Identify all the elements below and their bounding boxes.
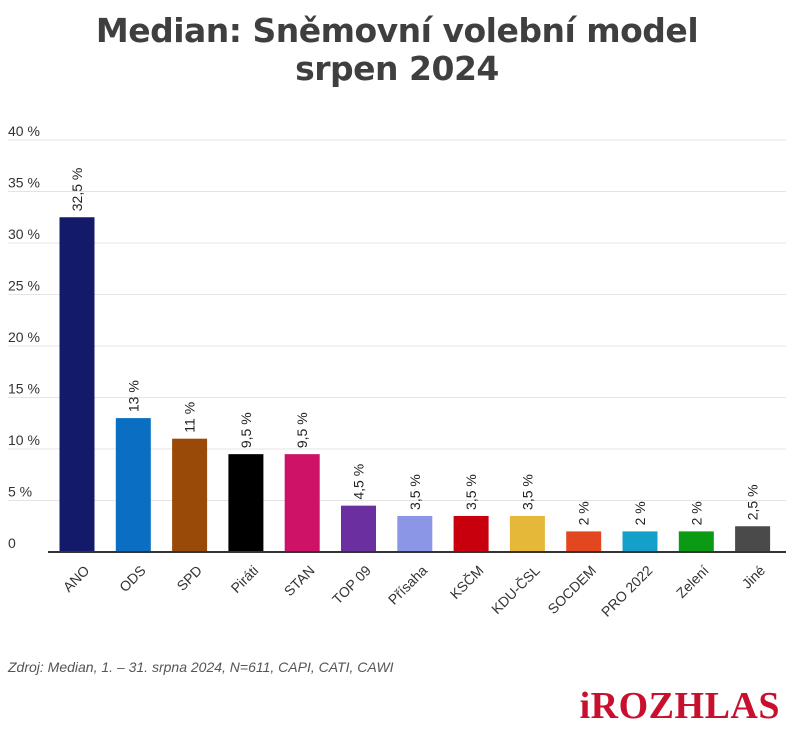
- y-tick-label: 25 %: [8, 278, 40, 294]
- x-tick-label: PRO 2022: [598, 562, 656, 620]
- y-tick-label: 0: [8, 535, 16, 551]
- y-tick-label: 40 %: [8, 123, 40, 139]
- data-label: 32,5 %: [69, 168, 85, 212]
- data-label: 11 %: [182, 402, 198, 433]
- bar: [172, 438, 208, 552]
- bar: [678, 531, 714, 552]
- bar: [228, 454, 264, 552]
- bar: [341, 505, 376, 552]
- x-tick-label: STAN: [281, 562, 318, 599]
- y-tick-label: 15 %: [8, 381, 40, 397]
- bar: [735, 526, 771, 552]
- y-tick-label: 10 %: [8, 432, 40, 448]
- x-tick-label: ODS: [116, 562, 149, 595]
- x-tick-label: Piráti: [228, 562, 262, 596]
- bar: [453, 515, 489, 552]
- data-label: 2 %: [576, 501, 592, 525]
- x-tick-label: KDU-ČSL: [488, 562, 543, 617]
- chart-title-line1: Median: Sněmovní volební model: [95, 11, 699, 50]
- x-tick-label: ANO: [60, 562, 93, 595]
- bar: [509, 515, 545, 552]
- y-tick-label: 5 %: [8, 484, 32, 500]
- chart-title-line2: srpen 2024: [295, 49, 499, 88]
- x-tick-label: Přísaha: [385, 562, 431, 608]
- data-label: 2,5 %: [745, 484, 761, 520]
- x-tick-label: SOCDEM: [544, 562, 599, 617]
- y-tick-label: 30 %: [8, 226, 40, 242]
- x-tick-label: Zelení: [673, 562, 712, 601]
- bar: [622, 531, 658, 552]
- data-label: 9,5 %: [294, 412, 310, 448]
- data-label: 13 %: [125, 380, 141, 412]
- data-label: 2 %: [688, 501, 704, 525]
- irozhlas-logo: iROZHLAS: [579, 685, 780, 727]
- x-tick-label: SPD: [173, 562, 205, 594]
- source-note: Zdroj: Median, 1. – 31. srpna 2024, N=61…: [8, 659, 394, 675]
- x-tick-label: Jiné: [739, 562, 769, 592]
- data-label: 2 %: [632, 501, 648, 525]
- chart-title: Median: Sněmovní volební model srpen 202…: [0, 12, 794, 88]
- bar: [284, 454, 320, 552]
- data-label: 9,5 %: [238, 412, 254, 448]
- y-tick-label: 35 %: [8, 175, 40, 191]
- data-label: 3,5 %: [519, 474, 535, 510]
- data-label: 3,5 %: [463, 474, 479, 510]
- bar: [59, 217, 95, 552]
- bar: [566, 531, 602, 552]
- bar: [397, 515, 433, 552]
- bar: [115, 418, 151, 552]
- x-tick-label: TOP 09: [329, 562, 374, 607]
- data-label: 4,5 %: [351, 464, 367, 500]
- x-tick-label: KSČM: [447, 562, 487, 602]
- y-tick-label: 20 %: [8, 329, 40, 345]
- data-label: 3,5 %: [407, 474, 423, 510]
